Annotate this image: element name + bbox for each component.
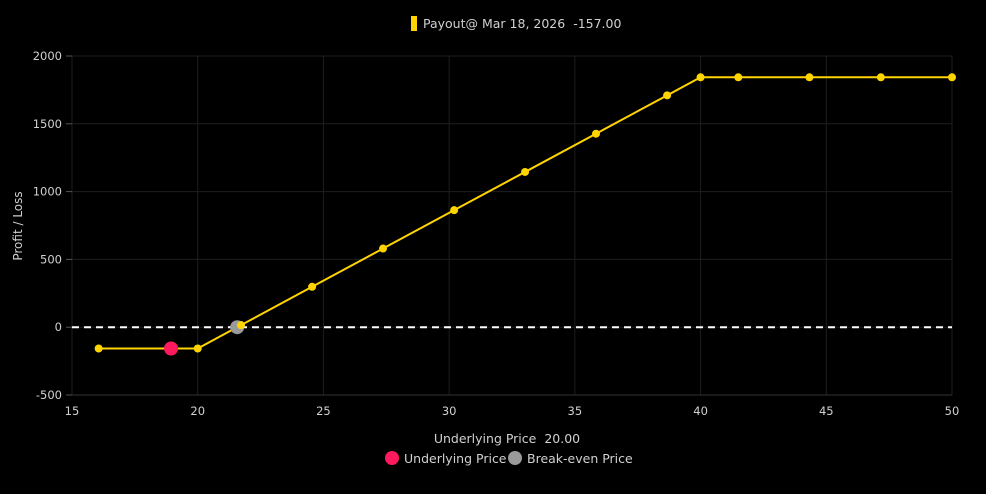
legend-label-breakeven: Break-even Price	[527, 451, 633, 466]
bottom-legend-breakeven[interactable]: Break-even Price	[508, 451, 633, 466]
legend-label-underlying: Underlying Price	[404, 451, 507, 466]
payout-point	[696, 73, 705, 82]
x-tick-label: 20	[190, 404, 205, 418]
x-axis-ticks: 15 20 25 30 35 40 45 50	[65, 404, 960, 418]
y-axis-ticks: -500 0 500 1000 1500 2000	[33, 49, 72, 402]
x-axis-value: 20.00	[544, 431, 580, 446]
y-tick-label: 500	[40, 252, 62, 266]
x-tick-label: 30	[442, 404, 457, 418]
y-axis-label: Profit / Loss	[11, 191, 25, 260]
payout-point	[308, 282, 317, 291]
y-tick-label: 2000	[33, 49, 62, 63]
payout-line	[98, 76, 952, 350]
x-axis-label: Underlying Price	[434, 431, 537, 446]
top-legend[interactable]: Payout@ Mar 18, 2026 -157.00	[411, 16, 621, 31]
payout-point	[193, 344, 202, 353]
payout-point	[379, 244, 388, 253]
payout-points	[94, 73, 956, 353]
payout-point	[450, 206, 459, 215]
x-tick-label: 35	[568, 404, 583, 418]
svg-text:Underlying Price 20.00: Underlying Price 20.00	[434, 431, 580, 446]
grid	[71, 55, 953, 396]
legend-label-payout: Payout@ Mar 18, 2026	[423, 16, 565, 31]
payout-point	[734, 73, 743, 82]
x-tick-label: 50	[945, 404, 960, 418]
x-tick-label: 15	[65, 404, 80, 418]
payout-point	[591, 129, 600, 138]
y-tick-label: 0	[55, 320, 62, 334]
legend-dot-breakeven	[508, 451, 522, 465]
payout-point	[876, 73, 885, 82]
bottom-legend-underlying[interactable]: Underlying Price	[385, 451, 507, 466]
y-tick-label: 1500	[33, 117, 62, 131]
payout-point	[805, 73, 814, 82]
svg-text:Payout@ Mar 18, 2026 -15: Payout@ Mar 18, 2026 -157.00	[423, 16, 621, 31]
payout-point	[663, 91, 672, 100]
legend-dot-underlying	[385, 451, 399, 465]
legend-value-payout: -157.00	[573, 16, 621, 31]
y-tick-label: 1000	[33, 185, 62, 199]
payout-point	[236, 321, 245, 330]
payout-point	[521, 167, 530, 176]
special-markers	[164, 320, 245, 356]
legend-swatch-payout	[411, 16, 417, 31]
x-tick-label: 45	[819, 404, 834, 418]
y-tick-label: -500	[36, 388, 62, 402]
x-tick-label: 25	[316, 404, 331, 418]
payout-point	[94, 344, 103, 353]
x-tick-label: 40	[693, 404, 708, 418]
underlying-price-marker	[164, 341, 179, 356]
payout-point	[948, 73, 956, 82]
